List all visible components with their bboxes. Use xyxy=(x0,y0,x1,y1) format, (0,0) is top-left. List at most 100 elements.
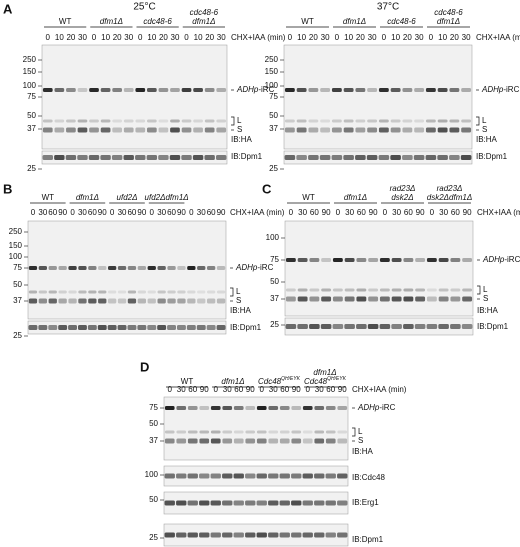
band xyxy=(98,298,107,304)
band xyxy=(186,325,196,330)
band xyxy=(216,266,226,270)
time-label: 30 xyxy=(197,208,206,217)
band xyxy=(28,290,38,294)
band xyxy=(112,88,123,92)
time-label: 0 xyxy=(306,385,311,394)
band xyxy=(204,127,215,133)
text-part: WT xyxy=(301,17,314,26)
panel-label: A xyxy=(3,1,13,16)
time-label: 0 xyxy=(46,33,51,42)
mw-marker: 75 xyxy=(27,92,36,101)
band xyxy=(216,290,226,294)
band xyxy=(192,155,204,160)
band xyxy=(414,119,425,123)
band-annotation: ADHp-iRC xyxy=(481,85,520,94)
text-part: Cdc48 xyxy=(304,377,328,386)
band xyxy=(146,88,157,92)
blot xyxy=(284,220,474,317)
band xyxy=(107,290,117,294)
band xyxy=(308,88,319,92)
band xyxy=(367,324,379,329)
band xyxy=(206,290,216,294)
text-part: dfm1Δ xyxy=(437,17,460,26)
band xyxy=(48,325,58,330)
band xyxy=(54,119,65,123)
band xyxy=(331,127,342,133)
time-label: 20 xyxy=(356,33,365,42)
band xyxy=(88,266,97,270)
band xyxy=(137,325,147,330)
band xyxy=(176,473,187,479)
band xyxy=(355,127,366,133)
band xyxy=(302,473,313,479)
band xyxy=(170,88,180,92)
band xyxy=(449,119,460,123)
band xyxy=(222,406,233,410)
time-label: 0 xyxy=(110,208,115,217)
text-part: dfm1Δ xyxy=(76,193,99,202)
band xyxy=(197,290,206,294)
band xyxy=(403,324,414,329)
band xyxy=(210,406,221,410)
band-annotation: L xyxy=(236,287,241,296)
band xyxy=(343,127,354,133)
band xyxy=(337,500,348,506)
band xyxy=(222,438,233,444)
time-label: 0 xyxy=(92,33,97,42)
band xyxy=(245,500,256,506)
band xyxy=(297,288,308,292)
band xyxy=(197,266,206,270)
band xyxy=(314,438,325,444)
band xyxy=(233,430,244,434)
text-part: L xyxy=(236,287,241,296)
band xyxy=(297,258,308,262)
text-part: L xyxy=(483,285,488,294)
time-label: 0 xyxy=(260,385,265,394)
band xyxy=(337,473,348,479)
band xyxy=(176,325,186,330)
band xyxy=(291,532,302,538)
band xyxy=(164,473,175,479)
group-label: dfm1Δ xyxy=(437,17,460,26)
band xyxy=(164,438,175,444)
band xyxy=(403,296,414,302)
band xyxy=(379,324,391,329)
band xyxy=(378,155,390,160)
time-label: 30 xyxy=(315,385,324,394)
band xyxy=(199,438,210,444)
band xyxy=(268,500,279,506)
time-label: 0 xyxy=(336,208,341,217)
text-part: -iRC xyxy=(258,85,274,94)
band xyxy=(100,155,111,160)
mw-marker: 25 xyxy=(269,164,278,173)
band xyxy=(107,325,117,330)
group-label: cdc48-6 xyxy=(387,17,416,26)
band xyxy=(291,500,302,506)
band xyxy=(337,438,348,444)
text-part: QH/EYK xyxy=(281,376,301,382)
band xyxy=(302,430,313,434)
band xyxy=(256,532,267,538)
band xyxy=(413,155,425,160)
band xyxy=(325,438,336,444)
mw-marker: 50 xyxy=(27,111,36,120)
text-part: ADHp xyxy=(482,255,505,264)
band-annotation: ADHp-iRC xyxy=(482,255,520,264)
band xyxy=(314,473,325,479)
mw-marker: 100 xyxy=(23,81,37,90)
time-label: 60 xyxy=(207,208,216,217)
band xyxy=(123,88,134,92)
text-part: L xyxy=(482,116,487,125)
time-caption: CHX+IAA (min) xyxy=(230,208,285,217)
mw-marker: 37 xyxy=(270,294,279,303)
band xyxy=(193,88,203,92)
band xyxy=(245,438,256,444)
band xyxy=(42,155,53,160)
band xyxy=(222,430,233,434)
blot xyxy=(41,150,228,165)
blot-label: IB:Dpm1 xyxy=(477,322,509,331)
time-label: 20 xyxy=(309,33,318,42)
band xyxy=(449,127,460,133)
band xyxy=(117,298,127,304)
